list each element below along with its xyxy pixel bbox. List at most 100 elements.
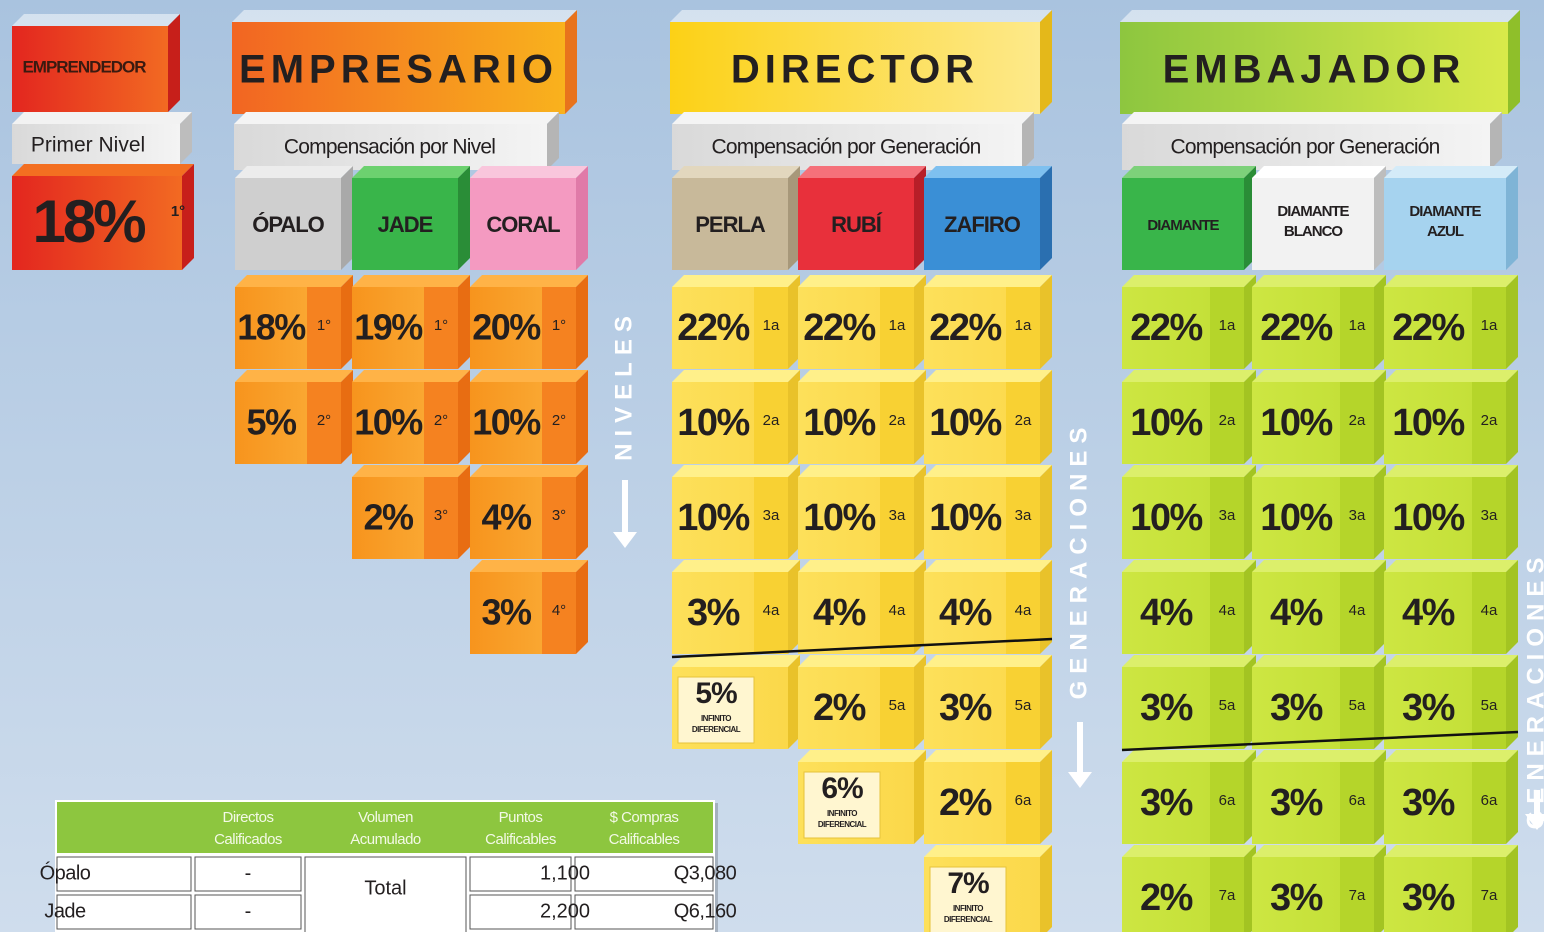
emprendedor-cell-top xyxy=(12,164,194,176)
embajador-percent: 4% xyxy=(1270,592,1323,634)
table-volume-cell xyxy=(304,856,467,932)
empresario-cell-side xyxy=(458,370,470,464)
director-percent: 10% xyxy=(929,497,1001,539)
emprendedor-subtitle-box-front xyxy=(12,124,180,164)
empresario-percent: 10% xyxy=(354,402,423,443)
director-cell-top xyxy=(798,370,926,382)
empresario-cell-band xyxy=(424,382,458,464)
embajador-level: 6a xyxy=(1219,792,1236,809)
director-percent: 10% xyxy=(929,402,1001,444)
director-level: 1a xyxy=(1015,317,1032,334)
empresario-cell-side xyxy=(576,370,588,464)
director-rank-name: PERLA xyxy=(695,212,766,237)
table-header-text: Calificados xyxy=(214,831,282,848)
embajador-percent: 22% xyxy=(1130,307,1202,349)
director-percent: 10% xyxy=(803,497,875,539)
empresario-percent: 10% xyxy=(472,402,541,443)
embajador-percent: 4% xyxy=(1402,592,1455,634)
embajador-percent: 3% xyxy=(1140,782,1193,824)
embajador-cell-top xyxy=(1252,655,1386,667)
embajador-cell-band xyxy=(1210,477,1244,559)
director-level: 4a xyxy=(889,602,906,619)
embajador-cell-top xyxy=(1252,465,1386,477)
empresario-header-top xyxy=(232,10,577,22)
embajador-cell-side xyxy=(1506,655,1518,749)
embajador-cell-side xyxy=(1374,275,1386,369)
director-rank-head-side xyxy=(788,166,800,270)
director-cell-top xyxy=(672,465,800,477)
empresario-level: 1° xyxy=(317,317,331,334)
embajador-subtitle-box-top xyxy=(1122,112,1502,124)
table-cell xyxy=(469,894,572,930)
empresario-cell-top xyxy=(352,465,470,477)
embajador-title: EMBAJADOR xyxy=(1163,48,1466,92)
embajador-level: 5a xyxy=(1219,697,1236,714)
embajador-cell-top xyxy=(1384,845,1518,857)
table-cell xyxy=(194,856,302,892)
director-cell-band xyxy=(880,382,914,464)
director-level: 2a xyxy=(763,412,780,429)
table-header-text: $ Compras xyxy=(610,809,679,826)
table-cell xyxy=(56,894,192,930)
director-rank-head-front xyxy=(798,178,914,270)
embajador-level: 6a xyxy=(1481,792,1498,809)
director-divider xyxy=(671,637,1053,659)
director-cell-top xyxy=(798,655,926,667)
table-header-bg xyxy=(57,802,713,853)
embajador-level: 5a xyxy=(1481,697,1498,714)
director-cell-side xyxy=(914,370,926,464)
director-infinite-cell-top xyxy=(924,845,1052,857)
empresario-level: 2° xyxy=(552,412,566,429)
empresario-rank-head-side xyxy=(341,166,353,270)
embajador-level: 3a xyxy=(1349,507,1366,524)
embajador-cell-top xyxy=(1384,370,1518,382)
table-volume: Total xyxy=(364,877,406,899)
embajador-level: 7a xyxy=(1481,887,1498,904)
director-infinite-note: DIFERENCIAL xyxy=(692,725,741,734)
empresario-cell-band xyxy=(424,477,458,559)
empresario-cell-top xyxy=(352,275,470,287)
director-cell-top xyxy=(924,655,1052,667)
embajador-cell-band xyxy=(1340,477,1374,559)
empresario-rank-head-top xyxy=(352,166,470,178)
director-cell-band xyxy=(754,572,788,654)
director-cell-side xyxy=(788,275,800,369)
table-cell xyxy=(56,856,192,892)
director-infinite-note: INFINITO xyxy=(827,809,857,818)
empresario-cell-band xyxy=(307,382,341,464)
embajador-divider xyxy=(1121,730,1519,752)
embajador-cell-band xyxy=(1210,762,1244,844)
director-rank-head-top xyxy=(924,166,1052,178)
table-puntos: 1,100 xyxy=(540,862,590,884)
embajador-rank-head-side xyxy=(1374,166,1386,270)
embajador-header-side xyxy=(1508,10,1520,114)
embajador-cell-side xyxy=(1374,845,1386,932)
embajador-percent: 10% xyxy=(1130,402,1202,444)
embajador-cell-side xyxy=(1374,560,1386,654)
director-infinite-note: INFINITO xyxy=(701,714,731,723)
empresario-level: 2° xyxy=(434,412,448,429)
embajador-rank-head-side xyxy=(1506,166,1518,270)
director-infinite-percent: 6% xyxy=(821,772,863,805)
empresario-rank-head-front xyxy=(470,178,576,270)
emprendedor-level: 1° xyxy=(171,203,185,220)
embajador-percent: 3% xyxy=(1402,877,1455,919)
embajador-rank-name: DIAMANTE xyxy=(1409,203,1481,220)
embajador-cell-band xyxy=(1340,287,1374,369)
table-header-text: Directos xyxy=(222,809,273,826)
director-rank-name: RUBÍ xyxy=(831,212,883,237)
director-subtitle-box-top xyxy=(672,112,1034,124)
embajador-rank-head-front xyxy=(1252,178,1374,270)
empresario-level: 1° xyxy=(552,317,566,334)
embajador-cell-side xyxy=(1506,275,1518,369)
empresario-cell-top xyxy=(470,275,588,287)
director-percent: 10% xyxy=(803,402,875,444)
emprendedor-percent: 18% xyxy=(32,188,145,255)
table-cell xyxy=(574,894,714,930)
empresario-cell-side xyxy=(341,370,353,464)
table-header-text: Puntos xyxy=(499,809,543,826)
emprendedor-cell-front xyxy=(12,176,182,270)
table-row-name: Ópalo xyxy=(40,861,91,884)
